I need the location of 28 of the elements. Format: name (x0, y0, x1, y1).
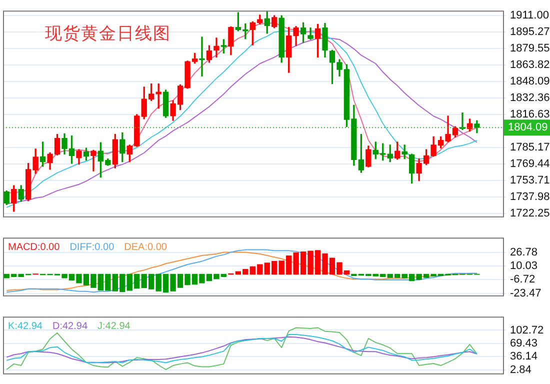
y-tick-label: 1832.36 (510, 92, 550, 104)
series-label: DEA:0.00 (124, 242, 167, 253)
y-tick-label: 1753.71 (510, 174, 550, 187)
text: 现货黄金日线图 (45, 23, 171, 45)
text: J:42.94 (98, 321, 130, 332)
y-tick-label: 102.72 (510, 324, 544, 336)
y-tick-label: 1879.55 (510, 42, 550, 54)
text: MACD:0.00 (8, 242, 60, 253)
y-tick-label: 1785.17 (510, 141, 550, 154)
y-tick-label: 1769.44 (510, 158, 550, 170)
y-tick-label: 1737.98 (510, 191, 550, 204)
y-tick-label: 69.43 (510, 338, 538, 350)
y-tick-label: 1911.00 (510, 9, 549, 22)
y-tick-label: -6.72 (510, 274, 536, 286)
y-tick-label: 1895.27 (510, 26, 550, 38)
text: DIFF:0.00 (70, 242, 114, 253)
y-tick-label: 1848.09 (510, 75, 550, 88)
series-label: K:42.94 (8, 321, 42, 332)
y-tick-label: 10.03 (510, 260, 538, 272)
text: D:42.94 (52, 321, 88, 332)
y-tick-label: 1816.63 (510, 108, 550, 120)
y-tick-label: -23.47 (510, 287, 542, 300)
y-tick-label: 26.78 (510, 246, 538, 258)
y-tick-label: 2.84 (510, 364, 532, 376)
y-tick-label: 1722.25 (510, 208, 550, 220)
ref-line-label: 1804.09 (508, 122, 548, 134)
y-tick-label: 1863.82 (510, 58, 550, 71)
y-tick-label: 36.14 (510, 350, 538, 363)
